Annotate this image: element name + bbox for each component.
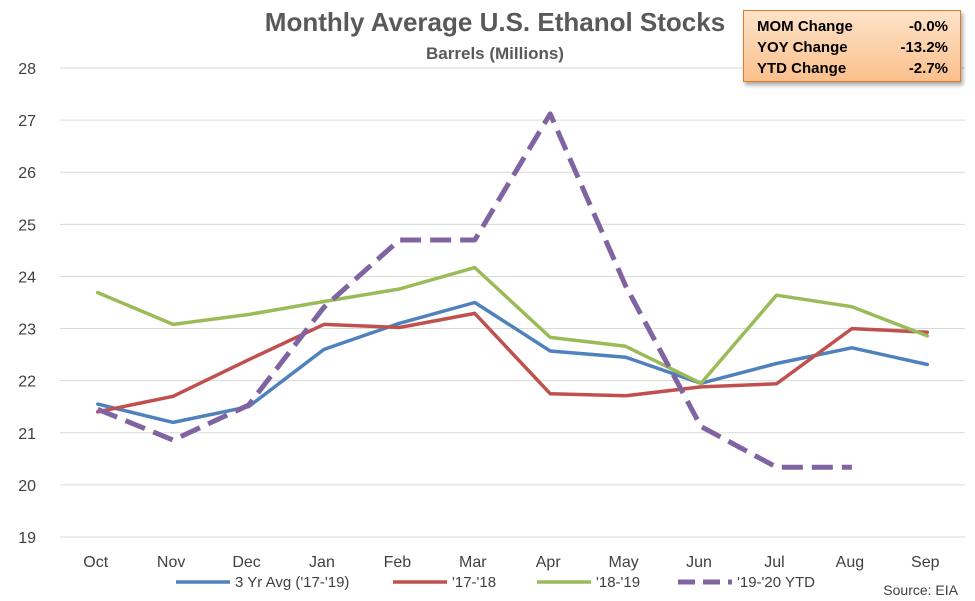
chart-subtitle: Barrels (Millions)	[426, 44, 564, 63]
series-lines	[95, 111, 930, 470]
stat-row-yoy: YOY Change -13.2%	[757, 37, 948, 58]
stat-row-ytd: YTD Change -2.7%	[757, 58, 948, 79]
y-tick-label: 22	[18, 374, 36, 391]
x-tick-label: Dec	[232, 554, 260, 571]
y-axis-tick-labels: 19 20 21 22 23 24 25 26 27 28	[18, 61, 36, 547]
change-stats-box: MOM Change -0.0% YOY Change -13.2% YTD C…	[743, 10, 961, 82]
y-tick-label: 27	[18, 113, 36, 130]
y-tick-label: 20	[18, 478, 36, 495]
series-line-2	[95, 265, 930, 386]
stat-value: -2.7%	[908, 60, 948, 77]
source-annotation: Source: EIA	[883, 582, 958, 598]
y-tick-label: 24	[18, 269, 36, 286]
x-tick-label: Jan	[309, 554, 335, 571]
y-tick-label: 28	[18, 61, 36, 78]
legend-label: '18-'19	[596, 574, 640, 591]
legend-label: '17-'18	[452, 574, 496, 591]
y-tick-label: 21	[18, 426, 36, 443]
y-tick-label: 23	[18, 322, 36, 339]
legend-label: 3 Yr Avg ('17-'19)	[235, 574, 349, 591]
y-tick-label: 25	[18, 217, 36, 234]
x-tick-label: Feb	[384, 554, 412, 571]
x-tick-label: Sep	[911, 554, 940, 571]
y-tick-label: 26	[18, 165, 36, 182]
chart-title: Monthly Average U.S. Ethanol Stocks	[265, 7, 725, 37]
x-tick-label: Jul	[764, 554, 784, 571]
y-tick-label: 19	[18, 530, 36, 547]
stat-row-mom: MOM Change -0.0%	[757, 16, 948, 37]
x-tick-label: Mar	[459, 554, 487, 571]
stat-value: -0.0%	[908, 18, 948, 35]
x-tick-label: Aug	[836, 554, 864, 571]
stat-label: MOM Change	[757, 18, 853, 35]
x-tick-label: Apr	[536, 554, 562, 571]
stat-label: YTD Change	[757, 60, 847, 77]
series-line-1	[95, 311, 930, 414]
x-axis-tick-labels: Oct Nov Dec Jan Feb Mar Apr May Jun Jul Aug Sep	[83, 554, 939, 571]
series-line-3	[96, 111, 852, 470]
x-tick-label: May	[609, 554, 639, 571]
legend: 3 Yr Avg ('17-'19) '17-'18 '18-'19 '19-'20 …	[176, 574, 815, 591]
stat-value: -13.2%	[900, 39, 948, 56]
legend-label: '19-'20 YTD	[737, 574, 815, 591]
x-tick-label: Nov	[157, 554, 185, 571]
x-tick-label: Oct	[83, 554, 108, 571]
x-tick-label: Jun	[686, 554, 712, 571]
stat-label: YOY Change	[757, 39, 848, 56]
